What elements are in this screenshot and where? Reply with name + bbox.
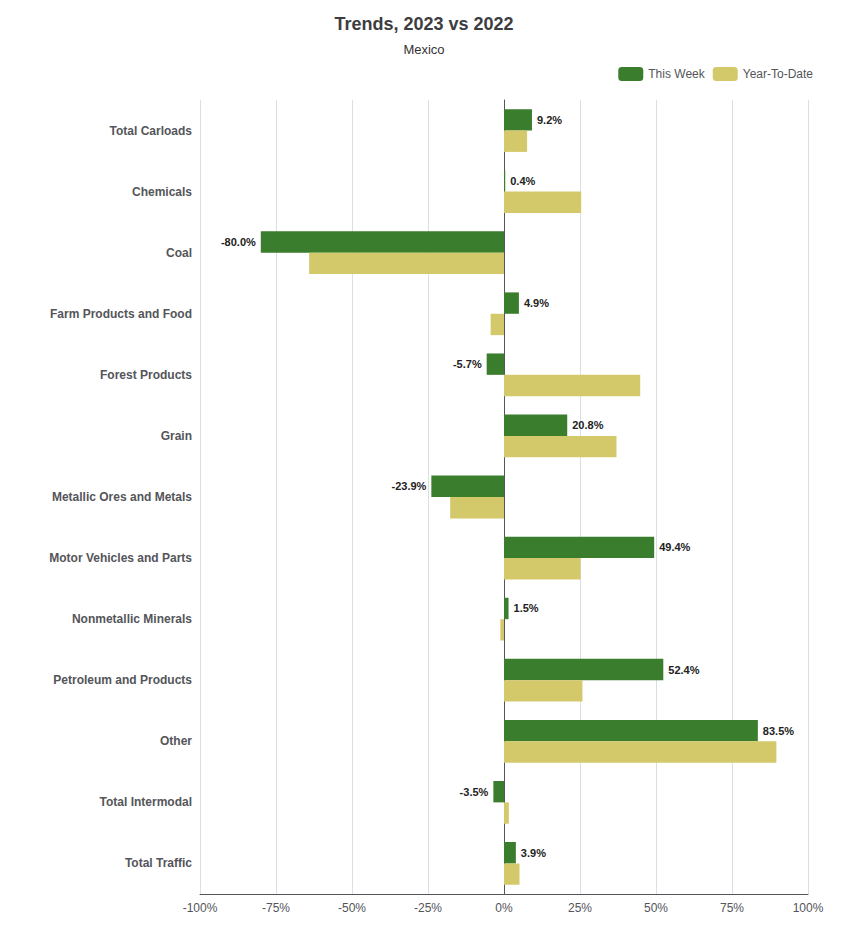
svg-text:-25%: -25% [414,901,442,915]
svg-text:83.5%: 83.5% [763,725,794,737]
svg-text:Mexico: Mexico [403,42,444,57]
svg-text:9.2%: 9.2% [537,114,562,126]
svg-text:-80.0%: -80.0% [221,236,256,248]
svg-text:25%: 25% [568,901,592,915]
svg-text:50%: 50% [644,901,668,915]
svg-text:-23.9%: -23.9% [391,480,426,492]
svg-text:100%: 100% [793,901,824,915]
svg-text:52.4%: 52.4% [668,664,699,676]
svg-text:20.8%: 20.8% [572,419,603,431]
svg-text:Petroleum and Products: Petroleum and Products [53,673,192,687]
svg-text:-75%: -75% [262,901,290,915]
svg-text:75%: 75% [720,901,744,915]
svg-text:Total Carloads: Total Carloads [110,124,193,138]
svg-text:Nonmetallic Minerals: Nonmetallic Minerals [72,612,192,626]
svg-text:Total Intermodal: Total Intermodal [100,795,192,809]
svg-text:-3.5%: -3.5% [460,786,489,798]
svg-text:Forest Products: Forest Products [100,368,192,382]
svg-text:0.4%: 0.4% [510,175,535,187]
svg-text:4.9%: 4.9% [524,297,549,309]
svg-text:Chemicals: Chemicals [132,185,192,199]
svg-text:0%: 0% [495,901,513,915]
svg-text:Motor Vehicles and Parts: Motor Vehicles and Parts [49,551,192,565]
svg-text:This Week: This Week [648,67,705,81]
svg-text:-100%: -100% [183,901,218,915]
svg-text:Farm Products and Food: Farm Products and Food [50,307,192,321]
svg-text:Total Traffic: Total Traffic [125,856,192,870]
svg-text:Coal: Coal [166,246,192,260]
svg-text:Metallic Ores and Metals: Metallic Ores and Metals [52,490,192,504]
svg-text:Trends, 2023 vs 2022: Trends, 2023 vs 2022 [334,14,513,34]
svg-text:3.9%: 3.9% [521,847,546,859]
svg-text:49.4%: 49.4% [659,541,690,553]
svg-text:Grain: Grain [161,429,192,443]
svg-text:Year-To-Date: Year-To-Date [743,67,814,81]
svg-text:1.5%: 1.5% [514,602,539,614]
svg-text:Other: Other [160,734,192,748]
svg-text:-50%: -50% [338,901,366,915]
svg-text:-5.7%: -5.7% [453,358,482,370]
